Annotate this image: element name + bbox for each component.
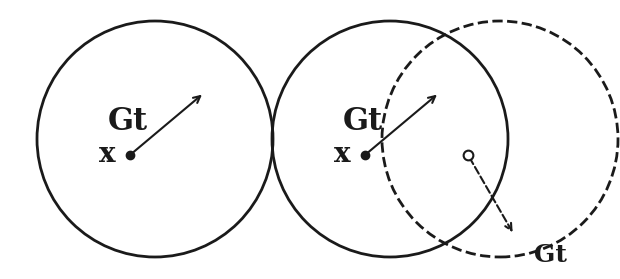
Text: x: x <box>334 141 351 169</box>
Text: x: x <box>99 141 116 169</box>
Text: Gt: Gt <box>108 106 148 137</box>
Text: Gt: Gt <box>534 243 567 267</box>
Text: Gt: Gt <box>343 106 383 137</box>
